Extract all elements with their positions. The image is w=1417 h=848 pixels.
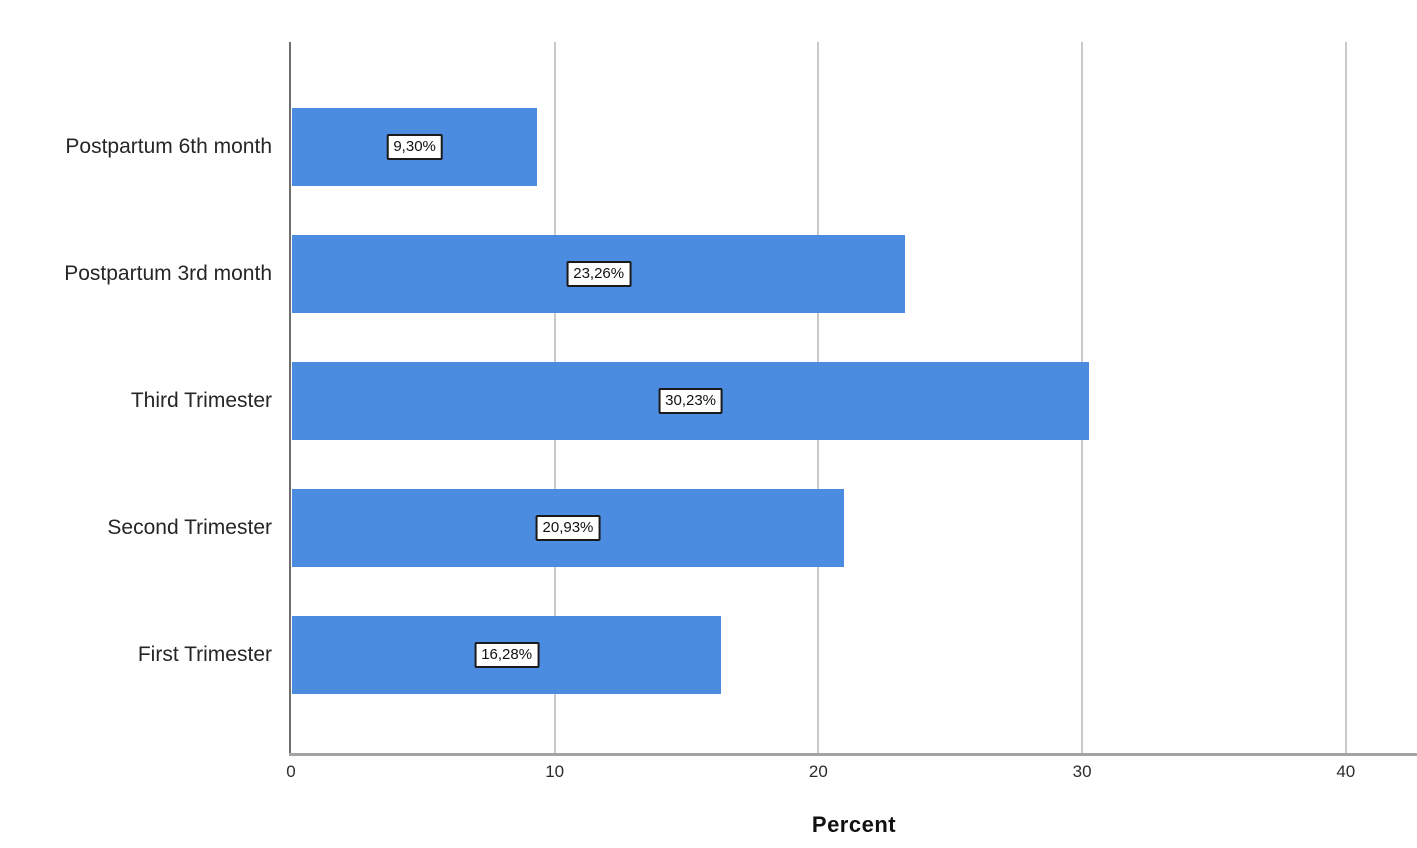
bar-postpartum-3rd-month: 23,26%: [292, 235, 906, 313]
x-tick-label-20: 20: [808, 762, 828, 781]
x-axis-line: [289, 753, 1417, 756]
bar-third-trimester: 30,23%: [292, 362, 1090, 440]
plot-area: 9,30% 23,26% 30,23% 20,93% 16,28%: [289, 42, 1417, 756]
x-tick-label-30: 30: [1072, 762, 1092, 781]
bar-second-trimester: 20,93%: [292, 489, 844, 567]
category-label-second-trimester: Second Trimester: [107, 516, 272, 539]
category-label-postpartum-6th-month: Postpartum 6th month: [65, 135, 272, 158]
category-label-postpartum-3rd-month: Postpartum 3rd month: [64, 262, 272, 285]
category-label-first-trimester: First Trimester: [137, 643, 272, 666]
bar-value-label: 9,30%: [386, 134, 443, 160]
x-tick-label-40: 40: [1336, 762, 1356, 781]
bar-value-label: 30,23%: [658, 388, 724, 414]
gridline-40: [1344, 42, 1347, 753]
x-axis-title: Percent: [811, 812, 897, 837]
bar-postpartum-6th-month: 9,30%: [292, 108, 538, 186]
y-axis-line: [289, 42, 291, 753]
x-tick-label-0: 0: [286, 762, 296, 781]
bar-value-label: 20,93%: [535, 515, 601, 541]
category-label-third-trimester: Third Trimester: [130, 389, 272, 412]
bar-value-label: 23,26%: [566, 261, 632, 287]
bar-value-label: 16,28%: [474, 642, 540, 668]
bar-first-trimester: 16,28%: [292, 616, 722, 694]
x-tick-label-10: 10: [545, 762, 565, 781]
